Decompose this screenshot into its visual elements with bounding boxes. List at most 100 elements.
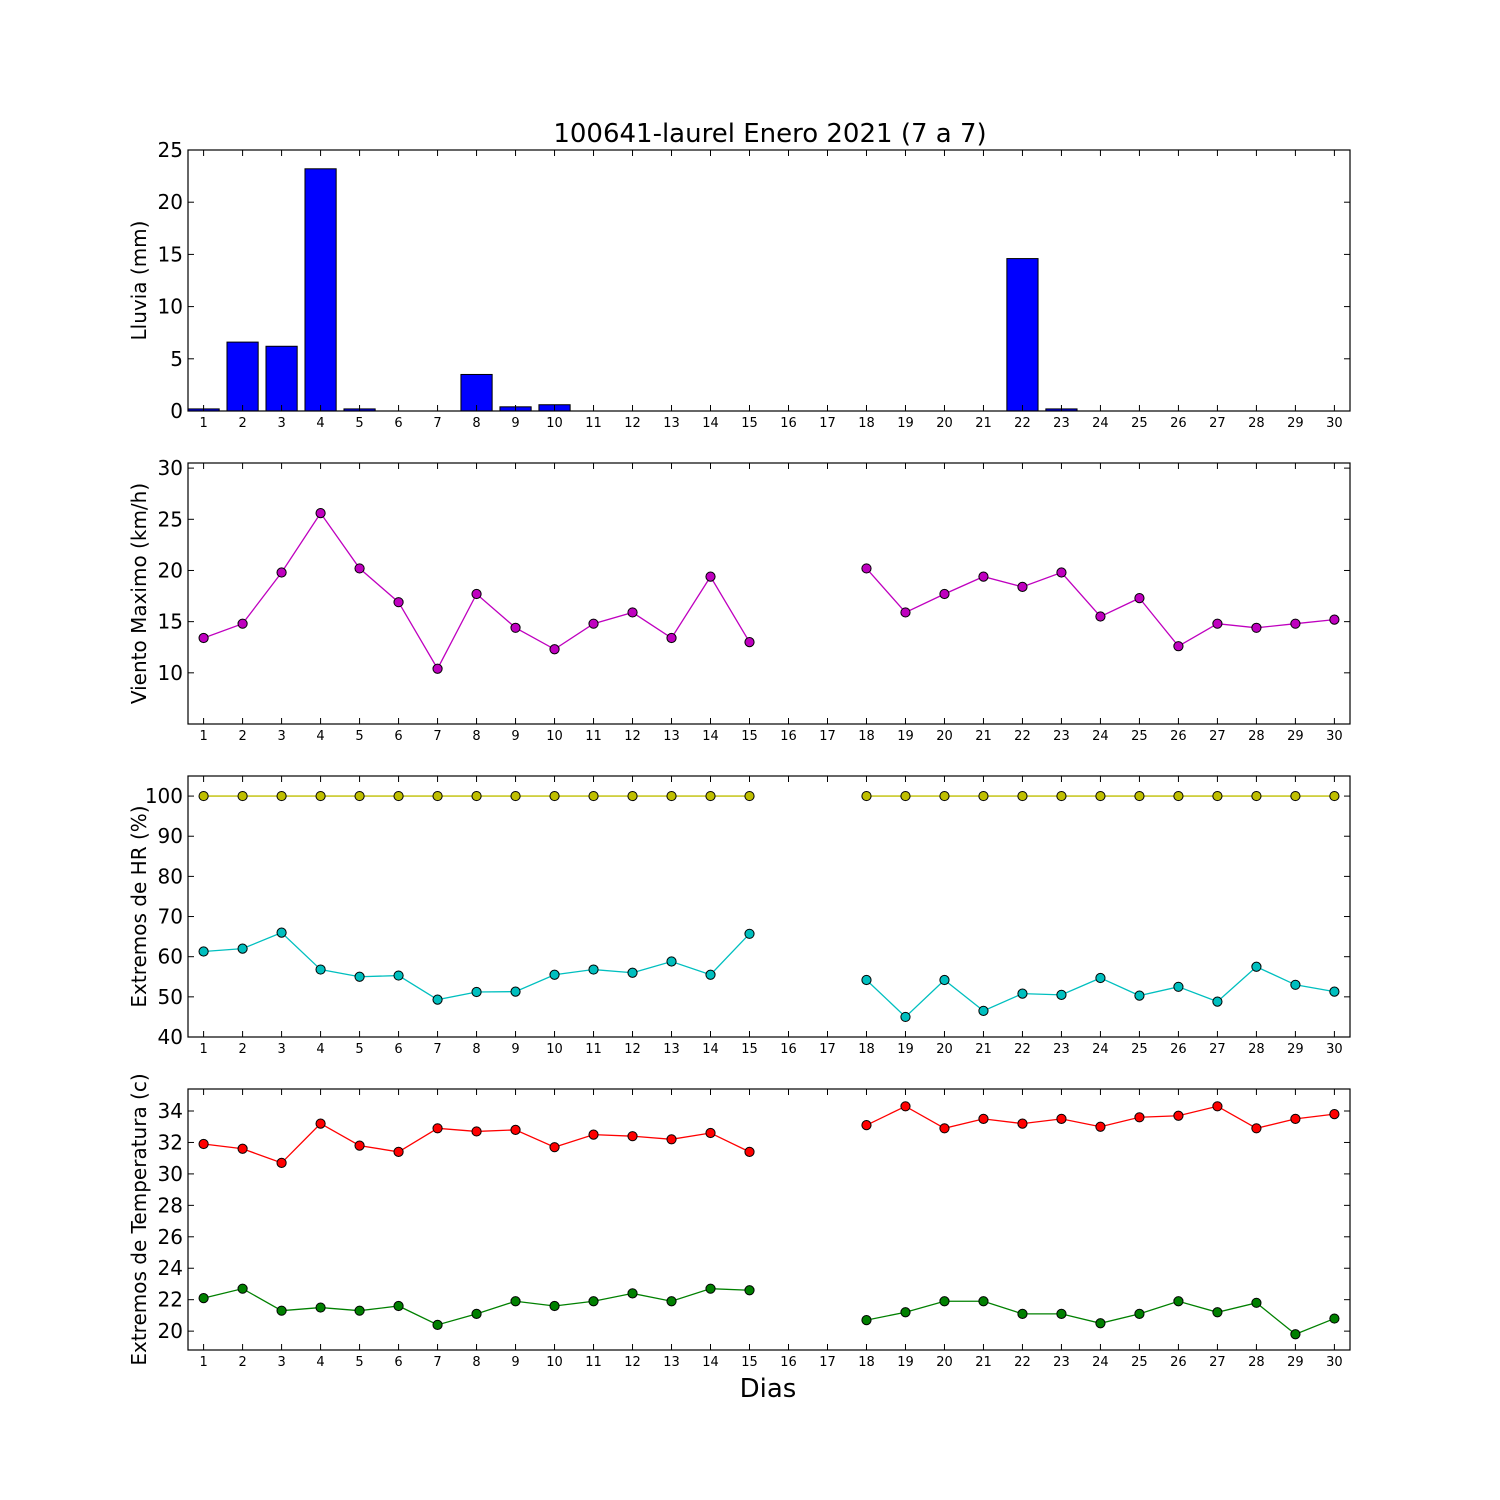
bar-day-3 (265, 345, 298, 412)
series-1-point-day-15 (744, 928, 755, 939)
x-tick-label: 15 (741, 1042, 758, 1057)
series-0-point-day-24 (1095, 611, 1106, 622)
x-tick-label: 24 (1092, 729, 1109, 744)
y-tick-label: 32 (158, 1130, 183, 1154)
series-0-point-day-26 (1173, 641, 1184, 652)
series-0-point-day-4 (315, 508, 326, 519)
x-tick-label: 17 (819, 416, 836, 431)
x-tick-label: 2 (238, 729, 246, 744)
x-tick-label: 11 (585, 1042, 602, 1057)
series-1-point-day-1 (198, 1293, 209, 1304)
series-0-point-day-9 (510, 790, 521, 802)
series-1-point-day-12 (627, 1288, 638, 1299)
x-tick-label: 21 (975, 729, 992, 744)
plot-frame (187, 462, 1351, 725)
series-1-point-day-9 (510, 1296, 521, 1307)
series-0-point-day-3 (276, 1157, 287, 1169)
x-tick-label: 24 (1092, 416, 1109, 431)
x-tick-label: 10 (546, 1042, 563, 1057)
series-0-point-day-29 (1290, 618, 1301, 629)
series-1-point-day-20 (939, 1296, 950, 1307)
series-1-point-day-28 (1251, 961, 1262, 972)
series-0-point-day-30 (1329, 1109, 1340, 1120)
x-tick-label: 7 (433, 729, 441, 744)
y-tick-label: 15 (158, 610, 183, 634)
y-tick-label: 0 (170, 399, 183, 423)
x-tick-label: 27 (1209, 1042, 1226, 1057)
x-tick-label: 12 (624, 416, 641, 431)
x-tick-label: 6 (394, 1042, 402, 1057)
x-tick-label: 17 (819, 729, 836, 744)
series-1-point-day-14 (705, 969, 716, 980)
plot-frame (187, 149, 1351, 412)
x-tick-label: 9 (511, 416, 519, 431)
series-0-point-day-14 (705, 571, 716, 582)
series-0-point-day-21 (978, 1113, 989, 1124)
x-tick-label: 11 (585, 416, 602, 431)
series-0-point-day-20 (939, 1123, 950, 1134)
series-1-point-day-5 (354, 1305, 365, 1316)
series-0-point-day-29 (1290, 790, 1301, 802)
series-0-point-day-23 (1056, 790, 1067, 802)
series-1-point-day-11 (588, 964, 599, 975)
x-tick-label: 8 (472, 1042, 480, 1057)
series-0-point-day-8 (471, 1126, 482, 1137)
series-1-point-day-7 (432, 994, 443, 1005)
x-tick-label: 28 (1248, 1355, 1265, 1370)
x-tick-label: 1 (199, 1355, 207, 1370)
series-1-point-day-28 (1251, 1297, 1262, 1308)
x-tick-label: 20 (936, 729, 953, 744)
x-tick-label: 5 (355, 729, 363, 744)
x-tick-label: 16 (780, 1042, 797, 1057)
y-tick-label: 10 (158, 661, 183, 685)
series-1-point-day-22 (1017, 1308, 1028, 1319)
series-1-point-day-10 (549, 1300, 560, 1312)
x-tick-label: 25 (1131, 1042, 1148, 1057)
series-0-point-day-28 (1251, 622, 1262, 633)
series-1-point-day-12 (627, 967, 638, 978)
y-tick-label: 20 (158, 190, 183, 214)
y-tick-label: 40 (158, 1025, 183, 1049)
x-tick-label: 7 (433, 1042, 441, 1057)
y-tick-label: 28 (158, 1193, 183, 1217)
series-1-point-day-8 (471, 1308, 482, 1319)
series-1-point-day-6 (393, 970, 404, 981)
x-tick-label: 17 (819, 1042, 836, 1057)
x-tick-label: 3 (277, 416, 285, 431)
x-axis-label: Dias (740, 1374, 797, 1404)
y-tick-label: 20 (158, 1319, 183, 1343)
series-0-point-day-10 (549, 644, 560, 655)
series-0-point-day-23 (1056, 567, 1067, 578)
series-1-point-day-29 (1290, 1329, 1301, 1340)
x-tick-label: 21 (975, 1355, 992, 1370)
series-1-point-day-10 (549, 969, 560, 980)
x-tick-label: 28 (1248, 729, 1265, 744)
y-axis-label: Viento Maximo (km/h) (127, 483, 151, 704)
x-tick-label: 7 (433, 1355, 441, 1370)
series-1-point-day-4 (315, 1302, 326, 1313)
x-tick-label: 7 (433, 416, 441, 431)
series-0-point-day-23 (1056, 1113, 1067, 1124)
x-tick-label: 13 (663, 1042, 680, 1057)
series-1-point-day-23 (1056, 989, 1067, 1000)
x-tick-label: 18 (858, 416, 875, 431)
series-0-point-day-8 (471, 588, 482, 600)
series-1-point-day-27 (1212, 1307, 1223, 1318)
x-tick-label: 23 (1053, 729, 1070, 744)
series-1-point-day-2 (237, 1283, 248, 1294)
series-0-point-day-19 (900, 790, 911, 802)
series-0-point-day-18 (861, 1120, 872, 1131)
x-tick-label: 12 (624, 1042, 641, 1057)
bar-day-8 (460, 373, 493, 412)
x-tick-label: 10 (546, 729, 563, 744)
series-0-point-day-7 (432, 790, 443, 802)
y-tick-label: 50 (158, 985, 183, 1009)
x-tick-label: 9 (511, 729, 519, 744)
series-1-point-day-20 (939, 974, 950, 986)
x-tick-label: 15 (741, 416, 758, 431)
y-tick-label: 100 (145, 784, 183, 808)
series-1-point-day-15 (744, 1285, 755, 1296)
series-0-point-day-2 (237, 790, 248, 802)
